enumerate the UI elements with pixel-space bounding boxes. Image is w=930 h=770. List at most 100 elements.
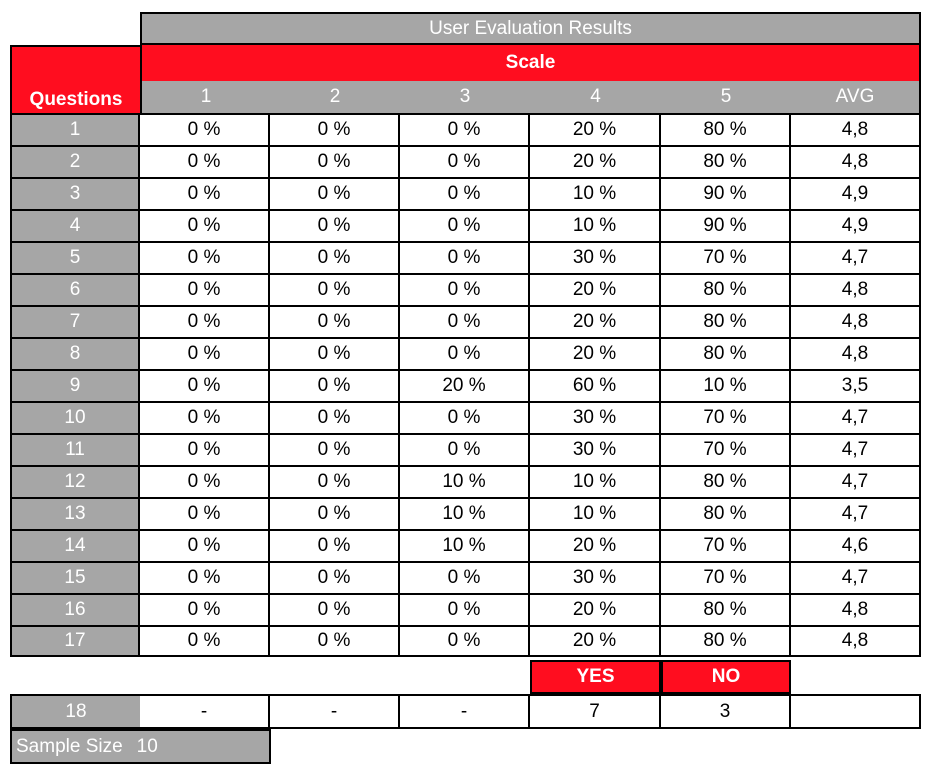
question-number: 16 xyxy=(10,593,140,625)
table-cell: 10 % xyxy=(400,497,530,529)
question-number: 17 xyxy=(10,625,140,657)
column-header: 3 xyxy=(400,81,530,113)
sample-size-value: 10 xyxy=(136,735,158,757)
table-cell: 0 % xyxy=(400,401,530,433)
table-cell: 10 % xyxy=(661,369,791,401)
questions-label: Questions xyxy=(29,89,123,110)
table-cell: 70 % xyxy=(661,529,791,561)
table-title: User Evaluation Results xyxy=(140,12,921,45)
table-cell: 80 % xyxy=(661,465,791,497)
table-cell: 0 % xyxy=(140,625,270,657)
table-cell: 70 % xyxy=(661,401,791,433)
table-cell: 4,7 xyxy=(791,497,921,529)
table-cell: 10 % xyxy=(530,177,661,209)
questions-header: Questions xyxy=(10,45,140,113)
table-cell: 0 % xyxy=(140,561,270,593)
question-number: 3 xyxy=(10,177,140,209)
table-cell: 0 % xyxy=(270,273,400,305)
column-header: AVG xyxy=(791,81,921,113)
table-cell: 0 % xyxy=(140,241,270,273)
table-cell: 0 % xyxy=(270,145,400,177)
table-cell: 0 % xyxy=(270,369,400,401)
table-cell: 4,9 xyxy=(791,177,921,209)
table-cell: 0 % xyxy=(270,177,400,209)
table-cell: 10 % xyxy=(400,465,530,497)
table-cell: 80 % xyxy=(661,337,791,369)
table-cell: 3 xyxy=(661,694,791,729)
table-cell: 0 % xyxy=(400,177,530,209)
question-number: 1 xyxy=(10,113,140,145)
table-cell: 0 % xyxy=(400,145,530,177)
table-cell: 10 % xyxy=(530,209,661,241)
table-cell: 4,7 xyxy=(791,401,921,433)
column-header: 1 xyxy=(140,81,270,113)
question-number: 12 xyxy=(10,465,140,497)
table-cell: 10 % xyxy=(530,465,661,497)
table-cell: 90 % xyxy=(661,177,791,209)
question-number: 8 xyxy=(10,337,140,369)
table-cell: 80 % xyxy=(661,273,791,305)
table-cell: - xyxy=(140,694,270,729)
question-number: 5 xyxy=(10,241,140,273)
table-cell: 0 % xyxy=(270,337,400,369)
table-cell: 20 % xyxy=(530,593,661,625)
table-cell: 4,8 xyxy=(791,113,921,145)
table-cell: - xyxy=(270,694,400,729)
table-cell: 0 % xyxy=(270,593,400,625)
table-cell xyxy=(791,694,921,729)
table-cell: 0 % xyxy=(400,433,530,465)
question-number: 4 xyxy=(10,209,140,241)
table-cell: 0 % xyxy=(140,337,270,369)
table-cell: 4,9 xyxy=(791,209,921,241)
table-cell: 3,5 xyxy=(791,369,921,401)
table-cell: 0 % xyxy=(140,177,270,209)
table-cell: 0 % xyxy=(270,241,400,273)
table-cell: - xyxy=(400,694,530,729)
sample-size-label: Sample Size xyxy=(16,735,123,757)
table-cell: 0 % xyxy=(140,497,270,529)
table-cell: 30 % xyxy=(530,561,661,593)
question-number: 15 xyxy=(10,561,140,593)
table-cell: 0 % xyxy=(400,113,530,145)
table-cell: 0 % xyxy=(270,209,400,241)
no-label: NO xyxy=(661,660,791,694)
table-cell: 20 % xyxy=(530,273,661,305)
table-cell: 80 % xyxy=(661,497,791,529)
question-number: 7 xyxy=(10,305,140,337)
table-cell: 4,8 xyxy=(791,593,921,625)
table-cell: 7 xyxy=(530,694,661,729)
table-cell: 0 % xyxy=(400,337,530,369)
table-cell: 20 % xyxy=(530,113,661,145)
table-cell: 0 % xyxy=(400,625,530,657)
table-cell: 4,7 xyxy=(791,433,921,465)
table-cell: 20 % xyxy=(530,337,661,369)
table-cell: 30 % xyxy=(530,241,661,273)
question-number: 14 xyxy=(10,529,140,561)
table-cell: 0 % xyxy=(140,145,270,177)
table-cell: 10 % xyxy=(400,529,530,561)
table-cell: 60 % xyxy=(530,369,661,401)
table-cell: 4,7 xyxy=(791,241,921,273)
table-cell: 4,8 xyxy=(791,305,921,337)
table-cell: 0 % xyxy=(400,209,530,241)
table-cell: 30 % xyxy=(530,401,661,433)
column-header: 4 xyxy=(530,81,661,113)
table-cell: 0 % xyxy=(400,241,530,273)
column-header: 2 xyxy=(270,81,400,113)
question-number: 9 xyxy=(10,369,140,401)
table-cell: 0 % xyxy=(140,465,270,497)
table-cell: 0 % xyxy=(270,305,400,337)
table-cell: 0 % xyxy=(140,113,270,145)
table-cell: 80 % xyxy=(661,305,791,337)
table-cell: 0 % xyxy=(270,433,400,465)
table-cell: 4,8 xyxy=(791,273,921,305)
question-number: 2 xyxy=(10,145,140,177)
table-cell: 90 % xyxy=(661,209,791,241)
table-cell: 20 % xyxy=(530,529,661,561)
table-cell: 4,8 xyxy=(791,337,921,369)
table-cell: 4,7 xyxy=(791,465,921,497)
table-cell: 4,6 xyxy=(791,529,921,561)
scale-header: Scale xyxy=(140,45,921,81)
table-cell: 20 % xyxy=(530,145,661,177)
table-cell: 30 % xyxy=(530,433,661,465)
